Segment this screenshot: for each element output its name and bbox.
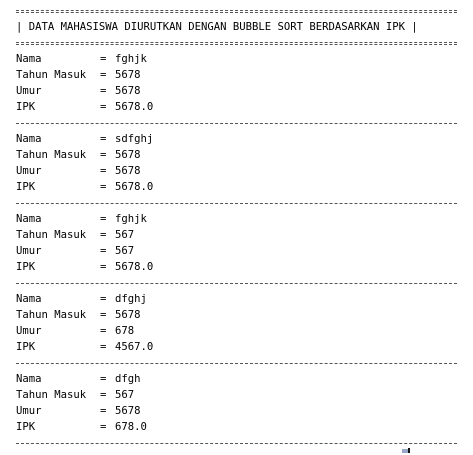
umur-label: Umur bbox=[16, 325, 42, 337]
record-tahun-masuk-row: Tahun Masuk = 5678 bbox=[16, 147, 466, 163]
umur-value: 678 bbox=[115, 325, 135, 337]
nama-value: fghjk bbox=[115, 53, 147, 65]
nama-label: Nama bbox=[16, 53, 42, 65]
equals-sign: = bbox=[100, 293, 107, 305]
record-ipk-row: IPK = 5678.0 bbox=[16, 259, 466, 275]
record-list: Nama = fghjk Tahun Masuk = 5678 Umur = 5678 IP… bbox=[16, 51, 466, 451]
record-ipk-row: IPK = 5678.0 bbox=[16, 99, 466, 115]
ipk-value: 5678.0 bbox=[115, 261, 154, 273]
equals-sign: = bbox=[100, 53, 107, 65]
record-nama-row: Nama = sdfghj bbox=[16, 131, 466, 147]
nama-label: Nama bbox=[16, 373, 42, 385]
record-nama-row: Nama = dfgh bbox=[16, 371, 466, 387]
nama-label: Nama bbox=[16, 293, 42, 305]
ipk-label: IPK bbox=[16, 101, 36, 113]
record-separator bbox=[16, 195, 466, 211]
record-separator bbox=[16, 355, 466, 371]
equals-sign: = bbox=[100, 389, 107, 401]
record-ipk-row: IPK = 5678.0 bbox=[16, 179, 466, 195]
student-record: Nama = fghjk Tahun Masuk = 567 Umur = 567 IPK =… bbox=[16, 211, 466, 291]
tahun-masuk-value: 5678 bbox=[115, 309, 141, 321]
equals-sign: = bbox=[100, 133, 107, 145]
nama-label: Nama bbox=[16, 213, 42, 225]
equals-sign: = bbox=[100, 421, 107, 433]
record-tahun-masuk-row: Tahun Masuk = 567 bbox=[16, 387, 466, 403]
record-separator bbox=[16, 275, 466, 291]
equals-sign: = bbox=[100, 405, 107, 417]
ipk-value: 5678.0 bbox=[115, 101, 154, 113]
nama-value: dfghj bbox=[115, 293, 147, 305]
header-bottom-separator bbox=[16, 35, 466, 51]
record-separator bbox=[16, 435, 466, 451]
umur-label: Umur bbox=[16, 405, 42, 417]
equals-sign: = bbox=[100, 229, 107, 241]
equals-sign: = bbox=[100, 309, 107, 321]
nama-value: fghjk bbox=[115, 213, 147, 225]
record-tahun-masuk-row: Tahun Masuk = 567 bbox=[16, 227, 466, 243]
ipk-label: IPK bbox=[16, 181, 36, 193]
student-record: Nama = sdfghj Tahun Masuk = 5678 Umur = 5678 I… bbox=[16, 131, 466, 211]
umur-label: Umur bbox=[16, 85, 42, 97]
ipk-value: 678.0 bbox=[115, 421, 147, 433]
record-umur-row: Umur = 5678 bbox=[16, 83, 466, 99]
umur-value: 5678 bbox=[115, 85, 141, 97]
equals-sign: = bbox=[100, 149, 107, 161]
tahun-masuk-value: 5678 bbox=[115, 69, 141, 81]
student-record: Nama = dfgh Tahun Masuk = 567 Umur = 5678 IPK =… bbox=[16, 371, 466, 451]
record-nama-row: Nama = fghjk bbox=[16, 51, 466, 67]
console-header: | DATA MAHASISWA DIURUTKAN DENGAN BUBBLE… bbox=[16, 21, 418, 33]
umur-value: 567 bbox=[115, 245, 135, 257]
equals-sign: = bbox=[100, 325, 107, 337]
record-tahun-masuk-row: Tahun Masuk = 5678 bbox=[16, 67, 466, 83]
equals-sign: = bbox=[100, 69, 107, 81]
ipk-label: IPK bbox=[16, 341, 36, 353]
ipk-label: IPK bbox=[16, 261, 36, 273]
equals-sign: = bbox=[100, 261, 107, 273]
tahun-masuk-label: Tahun Masuk bbox=[16, 389, 87, 401]
tahun-masuk-label: Tahun Masuk bbox=[16, 229, 87, 241]
umur-label: Umur bbox=[16, 165, 42, 177]
equals-sign: = bbox=[100, 245, 107, 257]
ipk-value: 5678.0 bbox=[115, 181, 154, 193]
umur-value: 5678 bbox=[115, 165, 141, 177]
equals-sign: = bbox=[100, 165, 107, 177]
student-record: Nama = fghjk Tahun Masuk = 5678 Umur = 5678 IP… bbox=[16, 51, 466, 131]
record-nama-row: Nama = dfghj bbox=[16, 291, 466, 307]
record-umur-row: Umur = 5678 bbox=[16, 163, 466, 179]
equals-sign: = bbox=[100, 213, 107, 225]
equals-sign: = bbox=[100, 341, 107, 353]
text-cursor bbox=[402, 448, 410, 453]
student-record: Nama = dfghj Tahun Masuk = 5678 Umur = 678 IPK… bbox=[16, 291, 466, 371]
umur-label: Umur bbox=[16, 245, 42, 257]
equals-sign: = bbox=[100, 181, 107, 193]
tahun-masuk-label: Tahun Masuk bbox=[16, 69, 87, 81]
record-ipk-row: IPK = 4567.0 bbox=[16, 339, 466, 355]
header-top-separator bbox=[16, 3, 466, 19]
record-umur-row: Umur = 678 bbox=[16, 323, 466, 339]
record-umur-row: Umur = 5678 bbox=[16, 403, 466, 419]
tahun-masuk-label: Tahun Masuk bbox=[16, 309, 87, 321]
record-separator bbox=[16, 115, 466, 131]
tahun-masuk-value: 5678 bbox=[115, 149, 141, 161]
ipk-label: IPK bbox=[16, 421, 36, 433]
record-tahun-masuk-row: Tahun Masuk = 5678 bbox=[16, 307, 466, 323]
nama-value: sdfghj bbox=[115, 133, 154, 145]
console-output: | DATA MAHASISWA DIURUTKAN DENGAN BUBBLE… bbox=[16, 3, 466, 451]
tahun-masuk-value: 567 bbox=[115, 389, 135, 401]
record-ipk-row: IPK = 678.0 bbox=[16, 419, 466, 435]
nama-value: dfgh bbox=[115, 373, 141, 385]
record-umur-row: Umur = 567 bbox=[16, 243, 466, 259]
nama-label: Nama bbox=[16, 133, 42, 145]
umur-value: 5678 bbox=[115, 405, 141, 417]
equals-sign: = bbox=[100, 85, 107, 97]
record-nama-row: Nama = fghjk bbox=[16, 211, 466, 227]
tahun-masuk-value: 567 bbox=[115, 229, 135, 241]
equals-sign: = bbox=[100, 101, 107, 113]
equals-sign: = bbox=[100, 373, 107, 385]
tahun-masuk-label: Tahun Masuk bbox=[16, 149, 87, 161]
ipk-value: 4567.0 bbox=[115, 341, 154, 353]
